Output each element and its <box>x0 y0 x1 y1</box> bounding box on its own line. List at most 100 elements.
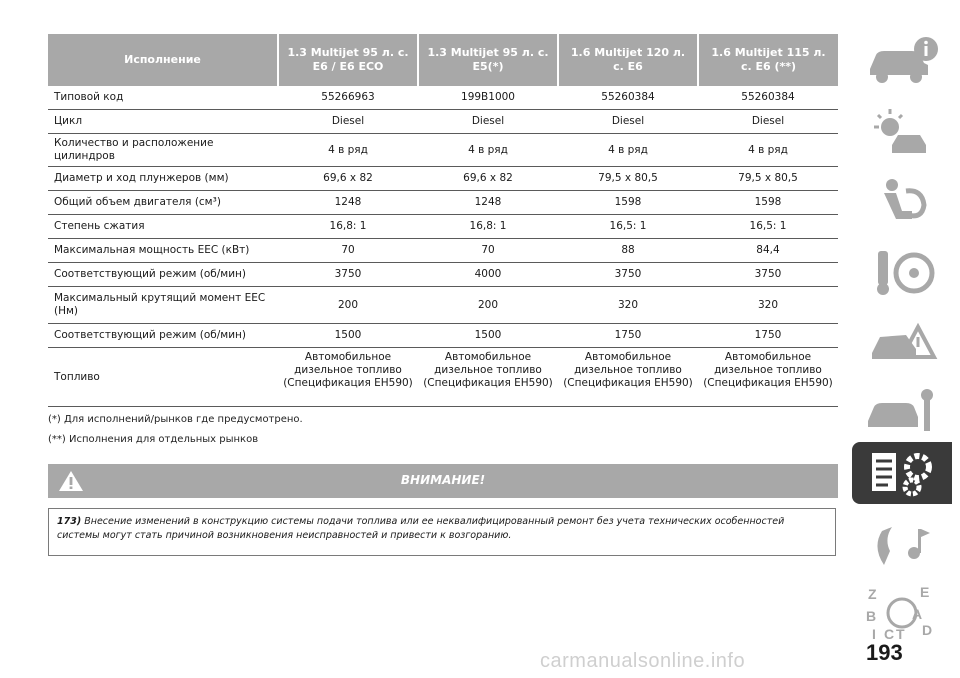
cell-value: 1248 <box>418 190 558 215</box>
technical-data-icon <box>872 453 932 497</box>
table-row: Максимальная мощность ЕЕС (кВт) 70 70 88 84,… <box>48 238 838 263</box>
tab-car-info[interactable] <box>852 30 952 92</box>
car-maintenance-icon <box>868 389 933 431</box>
svg-text:D: D <box>922 622 932 638</box>
row-label: Максимальный крутящий момент ЕЕС (Нм) <box>48 286 278 324</box>
cell-value: 16,8: 1 <box>278 214 418 239</box>
row-label: Соответствующий режим (об/мин) <box>48 262 278 287</box>
svg-text:I: I <box>872 626 876 642</box>
tab-maintenance[interactable] <box>852 382 952 444</box>
row-label: Количество и расположение цилиндров <box>48 133 278 167</box>
header-col: 1.6 Multijet 115 л. с. E6 (**) <box>697 34 838 86</box>
footnote: (**) Исполнения для отдельных рынков <box>48 434 259 445</box>
header-version: Исполнение <box>48 34 278 86</box>
table-row: Максимальный крутящий момент ЕЕС (Нм) 200… <box>48 286 838 324</box>
cell-value: 1500 <box>418 323 558 348</box>
cell-value: 79,5 x 80,5 <box>558 166 698 191</box>
warning-text: Внесение изменений в конструкцию системы… <box>57 516 785 541</box>
table-row: Соответствующий режим (об/мин) 1500 1500 17… <box>48 323 838 348</box>
row-label: Общий объем двигателя (см³) <box>48 190 278 215</box>
svg-text:E: E <box>920 584 929 600</box>
cell-value: 70 <box>278 238 418 263</box>
emergency-icon <box>872 322 938 359</box>
cell-value: Автомобильное дизельное топливо (Специфи… <box>698 347 838 407</box>
cell-value: Diesel <box>558 109 698 134</box>
tab-safety[interactable] <box>852 172 952 234</box>
cell-value: 79,5 x 80,5 <box>698 166 838 191</box>
cell-value: 320 <box>558 286 698 324</box>
cell-value: 200 <box>278 286 418 324</box>
cell-value: 4 в ряд <box>278 133 418 167</box>
page-number: 193 <box>866 640 903 665</box>
row-label: Максимальная мощность ЕЕС (кВт) <box>48 238 278 263</box>
cell-value: 4 в ряд <box>418 133 558 167</box>
cell-value: 1750 <box>558 323 698 348</box>
cell-value: 320 <box>698 286 838 324</box>
cell-value: 1500 <box>278 323 418 348</box>
cell-value: 3750 <box>698 262 838 287</box>
cell-value: 1750 <box>698 323 838 348</box>
tab-technical-data[interactable] <box>852 442 952 504</box>
cell-value: 88 <box>558 238 698 263</box>
cell-value: 70 <box>418 238 558 263</box>
cell-value: 55260384 <box>698 86 838 110</box>
multimedia-icon <box>877 527 930 565</box>
engine-spec-table: Исполнение 1.3 Multijet 95 л. с. E6 / E6… <box>48 34 838 407</box>
warning-title: ВНИМАНИЕ! <box>400 473 486 487</box>
tab-multimedia[interactable] <box>852 514 952 576</box>
cell-value: 16,5: 1 <box>558 214 698 239</box>
cell-value: 199B1000 <box>418 86 558 110</box>
cell-value: Автомобильное дизельное топливо (Специфи… <box>278 347 418 407</box>
cell-value: 55260384 <box>558 86 698 110</box>
row-label: Типовой код <box>48 86 278 110</box>
car-info-icon <box>870 37 938 83</box>
table-row: Диаметр и ход плунжеров (мм) 69,6 x 82 69,… <box>48 166 838 191</box>
cell-value: Diesel <box>278 109 418 134</box>
cell-value: 84,4 <box>698 238 838 263</box>
cell-value: 4000 <box>418 262 558 287</box>
cell-value: Diesel <box>418 109 558 134</box>
cell-value: 55266963 <box>278 86 418 110</box>
svg-text:T: T <box>896 626 905 642</box>
table-header-row: Исполнение 1.3 Multijet 95 л. с. E6 / E6… <box>48 34 838 86</box>
cell-value: Diesel <box>698 109 838 134</box>
header-col: 1.3 Multijet 95 л. с. E6 / E6 ECO <box>277 34 418 86</box>
row-label: Степень сжатия <box>48 214 278 239</box>
table-row: Цикл Diesel Diesel Diesel Diesel <box>48 109 838 134</box>
tab-warning-lights[interactable] <box>852 102 952 164</box>
table-row: Общий объем двигателя (см³) 1248 1248 1598 1… <box>48 190 838 215</box>
warning-header: ВНИМАНИЕ! <box>48 464 838 498</box>
table-row: Топливо Автомобильное дизельное топливо (… <box>48 347 838 407</box>
cell-value: 3750 <box>558 262 698 287</box>
header-col: 1.6 Multijet 120 л. с. E6 <box>557 34 698 86</box>
key-steering-icon <box>877 251 935 295</box>
cell-value: 1598 <box>698 190 838 215</box>
table-row: Соответствующий режим (об/мин) 3750 4000 37… <box>48 262 838 287</box>
warning-lights-icon <box>874 109 926 153</box>
seat-airbag-icon <box>884 179 927 219</box>
cell-value: Автомобильное дизельное топливо (Специфи… <box>418 347 558 407</box>
tab-emergency[interactable] <box>852 312 952 374</box>
cell-value: 1598 <box>558 190 698 215</box>
table-row: Степень сжатия 16,8: 1 16,8: 1 16,5: 1 16,5:… <box>48 214 838 239</box>
svg-text:B: B <box>866 608 876 624</box>
tab-starting-driving[interactable] <box>852 242 952 304</box>
cell-value: Автомобильное дизельное топливо (Специфи… <box>558 347 698 407</box>
row-label: Соответствующий режим (об/мин) <box>48 323 278 348</box>
cell-value: 200 <box>418 286 558 324</box>
cell-value: 4 в ряд <box>698 133 838 167</box>
cell-value: 16,8: 1 <box>418 214 558 239</box>
header-col: 1.3 Multijet 95 л. с. E5(*) <box>417 34 558 86</box>
cell-value: 4 в ряд <box>558 133 698 167</box>
cell-value: 69,6 x 82 <box>278 166 418 191</box>
cell-value: 1248 <box>278 190 418 215</box>
row-label: Топливо <box>48 347 278 407</box>
cell-value: 3750 <box>278 262 418 287</box>
table-row: Типовой код 55266963 199B1000 55260384 55260… <box>48 86 838 110</box>
watermark: carmanualsonline.info <box>540 650 746 672</box>
cell-value: 16,5: 1 <box>698 214 838 239</box>
svg-text:A: A <box>912 606 922 622</box>
row-label: Цикл <box>48 109 278 134</box>
